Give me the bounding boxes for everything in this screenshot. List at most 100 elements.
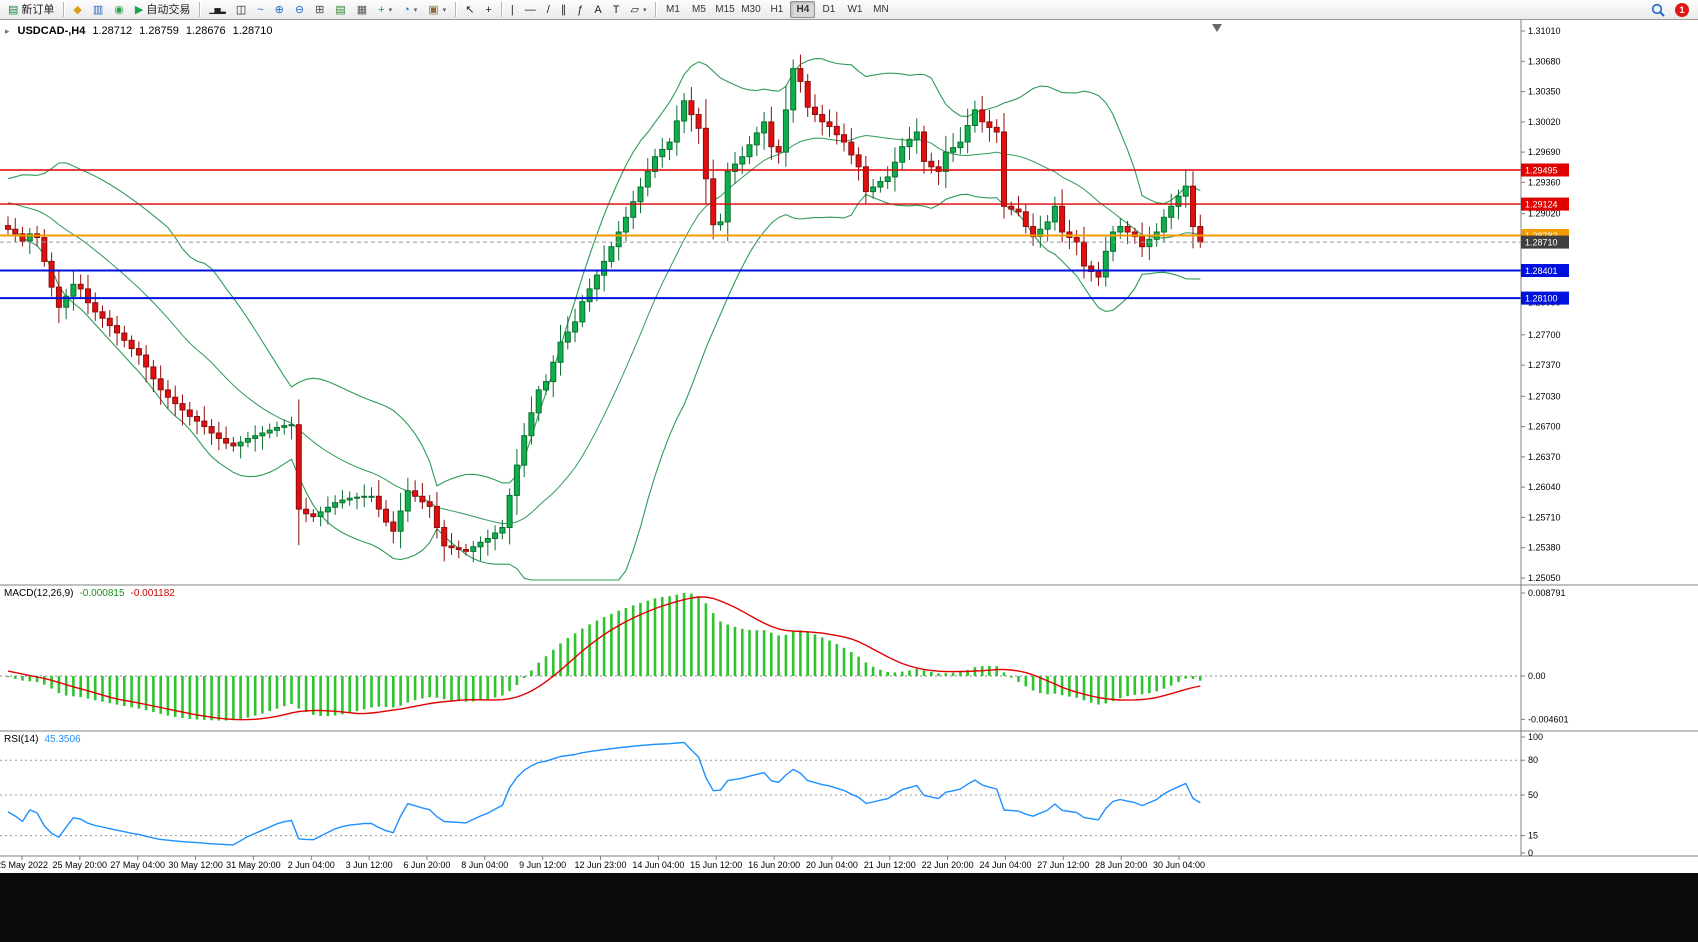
rsi-panel: 100 80 50 15 0 — [0, 732, 1543, 858]
macd-axis-label: 0.00 — [1528, 671, 1546, 681]
bottom-dark-strip — [0, 873, 1698, 942]
chart-shift-marker[interactable] — [1212, 24, 1222, 32]
fibonacci-button[interactable]: ƒ — [572, 1, 588, 19]
timeframe-m30-button[interactable]: M30 — [741, 4, 761, 15]
price-axis-label: 1.31010 — [1528, 26, 1561, 36]
rsi-axis-label: 15 — [1528, 831, 1538, 841]
templates-icon: ▣ — [428, 3, 439, 16]
price-axis-label: 1.25710 — [1528, 512, 1561, 522]
timeframe-h1-button[interactable]: H1 — [770, 4, 784, 15]
periods-icon: ◔ — [403, 3, 410, 16]
fibonacci-icon: ƒ — [577, 3, 584, 16]
charts-gallery-button[interactable]: ▥ — [88, 1, 108, 19]
objects-list-icon: ▦ — [356, 3, 368, 16]
toolbar-separator — [655, 2, 657, 17]
price-axis: 1.31010 1.30680 1.30350 1.30020 1.29690 1.293… — [1521, 26, 1569, 583]
charts-gallery-icon: ▥ — [92, 3, 104, 16]
time-axis-label: 21 Jun 12:00 — [864, 860, 916, 870]
timeframe-mn-button[interactable]: MN — [873, 4, 889, 15]
time-axis-label: 27 May 04:00 — [110, 860, 165, 870]
macd-histogram — [6, 593, 1202, 721]
one-click-trading-toggle[interactable]: ▸ — [5, 26, 10, 36]
timeframe-m1-button[interactable]: M1 — [666, 4, 680, 15]
channel-button[interactable]: ∥ — [556, 1, 572, 19]
horizontal-line-button[interactable]: — — [520, 1, 541, 19]
tile-windows-button[interactable]: ⊞ — [310, 1, 329, 19]
bar-chart-icon: ▁▅▂ — [209, 4, 226, 14]
svg-text:1.28710: 1.28710 — [1525, 238, 1558, 248]
add-indicator-button[interactable]: + ▾ — [373, 1, 397, 19]
shapes-button[interactable]: ▱ ▾ — [625, 1, 651, 19]
time-axis-label: 14 Jun 04:00 — [632, 860, 684, 870]
price-axis-label: 1.27700 — [1528, 330, 1561, 340]
text-label-button[interactable]: T — [608, 1, 625, 19]
zoom-in-icon: ⊕ — [274, 3, 284, 16]
toolbar-separator — [63, 2, 65, 17]
channel-icon: ∥ — [560, 3, 567, 16]
zoom-out-button[interactable]: ⊖ — [290, 1, 309, 19]
time-axis-label: 31 May 20:00 — [226, 860, 281, 870]
mql5-market-button[interactable]: ◆ — [68, 1, 86, 19]
time-axis-label: 20 Jun 04:00 — [806, 860, 858, 870]
price-axis-label: 1.27370 — [1528, 360, 1561, 370]
time-axis-label: 28 Jun 20:00 — [1095, 860, 1147, 870]
time-axis-label: 16 Jun 20:00 — [748, 860, 800, 870]
line-chart-button[interactable]: ~ — [252, 1, 268, 19]
price-badge-1.28100: 1.28100 — [1521, 291, 1569, 305]
new-order-icon: ▤ — [8, 3, 19, 16]
cursor-button[interactable]: ↖ — [460, 1, 479, 19]
rsi-name: RSI(14) — [4, 734, 39, 745]
indicator-list-icon: ▤ — [335, 3, 346, 16]
macd-signal-value: -0.001182 — [130, 588, 175, 599]
open-value: 1.28712 — [92, 25, 133, 37]
chevron-down-icon: ▾ — [642, 6, 647, 14]
text-icon: A — [594, 3, 602, 16]
timeframe-m5-button[interactable]: M5 — [692, 4, 706, 15]
time-axis: 25 May 2022 25 May 20:00 27 May 04:00 30 Ma… — [0, 856, 1205, 870]
symbol-period-label: USDCAD-,H4 — [17, 25, 86, 37]
community-icon: ◉ — [114, 3, 124, 16]
add-indicator-icon: + — [378, 3, 385, 16]
macd-panel: 0.008791 0.00 -0.004601 — [0, 588, 1569, 724]
toolbar-separator — [455, 2, 457, 17]
text-button[interactable]: A — [589, 1, 606, 19]
trendline-icon: / — [546, 3, 550, 16]
timeframe-h4-button[interactable]: H4 — [790, 1, 816, 18]
current-price-badge: 1.28710 — [1521, 235, 1569, 249]
indicator-list-button[interactable]: ▤ — [330, 1, 350, 19]
autotrading-button[interactable]: ▶ 自动交易 — [130, 1, 195, 19]
periods-button[interactable]: ◔ ▾ — [398, 1, 422, 19]
candlestick-chart-icon: ◫ — [235, 3, 247, 16]
zoom-out-icon: ⊖ — [294, 3, 305, 16]
candlesticks — [5, 54, 1204, 563]
time-axis-label: 2 Jun 04:00 — [288, 860, 335, 870]
panel-separators — [0, 20, 1698, 857]
templates-button[interactable]: ▣ ▾ — [423, 1, 451, 19]
timeframe-d1-button[interactable]: D1 — [822, 4, 836, 15]
bar-chart-button[interactable]: ▁▅▂ — [204, 1, 229, 19]
community-button[interactable]: ◉ — [109, 1, 129, 19]
rsi-axis-label: 100 — [1528, 732, 1543, 742]
timeframe-w1-button[interactable]: W1 — [847, 4, 863, 15]
crosshair-button[interactable]: + — [480, 1, 496, 19]
time-axis-label: 8 Jun 04:00 — [461, 860, 508, 870]
vertical-line-button[interactable]: | — [506, 1, 519, 19]
timeframe-m15-button[interactable]: M15 — [715, 4, 735, 15]
mql5-market-icon: ◆ — [73, 3, 82, 16]
candlestick-chart-button[interactable]: ◫ — [231, 1, 251, 19]
time-axis-label: 27 Jun 12:00 — [1037, 860, 1089, 870]
trendline-button[interactable]: / — [542, 1, 555, 19]
price-badge-1.28401: 1.28401 — [1521, 264, 1569, 277]
notification-badge[interactable]: 1 — [1675, 2, 1689, 17]
new-order-button[interactable]: ▤ 新订单 — [3, 1, 59, 19]
zoom-in-button[interactable]: ⊕ — [270, 1, 289, 19]
price-badge-1.29124: 1.29124 — [1521, 197, 1569, 211]
time-axis-label: 30 Jun 04:00 — [1153, 860, 1205, 870]
macd-axis-label: 0.008791 — [1528, 588, 1566, 598]
search-button[interactable] — [1646, 1, 1670, 19]
time-axis-label: 24 Jun 04:00 — [979, 860, 1031, 870]
time-axis-label: 9 Jun 12:00 — [519, 860, 566, 870]
svg-text:1.28401: 1.28401 — [1525, 266, 1558, 276]
objects-list-button[interactable]: ▦ — [352, 1, 372, 19]
macd-indicator-label: MACD(12,26,9) -0.000815 -0.001182 — [4, 588, 175, 599]
